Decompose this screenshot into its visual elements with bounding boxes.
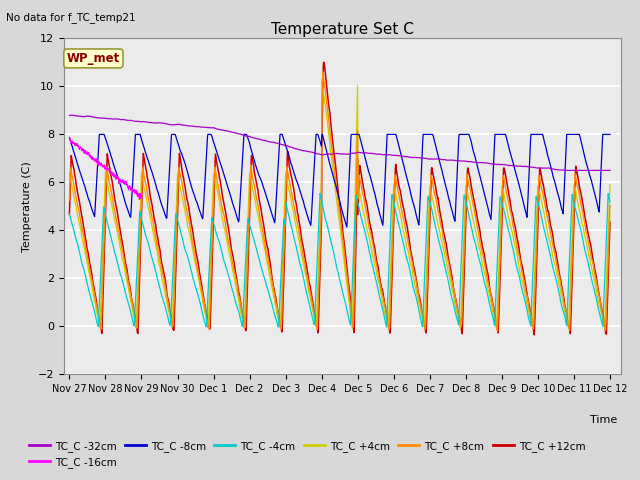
X-axis label: Time: Time: [591, 415, 618, 425]
Text: No data for f_TC_temp21: No data for f_TC_temp21: [6, 12, 136, 23]
Legend: TC_C -32cm, TC_C -16cm, TC_C -8cm, TC_C -4cm, TC_C +4cm, TC_C +8cm, TC_C +12cm: TC_C -32cm, TC_C -16cm, TC_C -8cm, TC_C …: [25, 437, 589, 472]
Title: Temperature Set C: Temperature Set C: [271, 22, 414, 37]
Y-axis label: Temperature (C): Temperature (C): [22, 161, 32, 252]
Text: WP_met: WP_met: [67, 52, 120, 65]
